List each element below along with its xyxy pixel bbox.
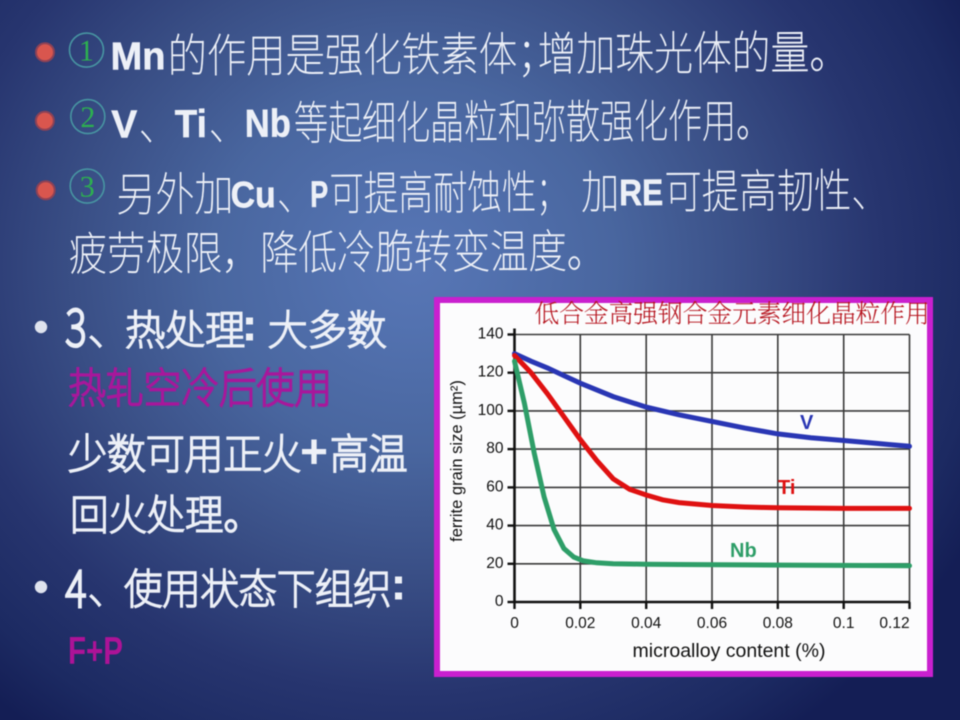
svg-text:V: V	[800, 412, 814, 434]
svg-text:60: 60	[486, 478, 504, 495]
svg-text:microalloy content (%): microalloy content (%)	[633, 640, 826, 662]
svg-text:3: 3	[80, 171, 95, 204]
svg-text:Nb: Nb	[245, 103, 291, 146]
svg-text:0.12: 0.12	[879, 615, 909, 632]
svg-text:Mn: Mn	[110, 35, 165, 78]
svg-text:0.06: 0.06	[697, 615, 727, 632]
svg-text:1: 1	[79, 35, 94, 68]
svg-text:20: 20	[486, 555, 504, 572]
svg-text:Cu: Cu	[231, 174, 276, 215]
svg-text:+: +	[300, 426, 328, 479]
svg-text:40: 40	[486, 517, 504, 534]
svg-text:RE: RE	[619, 172, 663, 213]
svg-text:ferrite grain size (µm²): ferrite grain size (µm²)	[448, 380, 466, 542]
svg-text:80: 80	[486, 440, 504, 457]
svg-text:Ti: Ti	[778, 477, 795, 499]
svg-text:100: 100	[478, 402, 504, 419]
svg-text:0.1: 0.1	[833, 615, 855, 632]
svg-text:Ti: Ti	[175, 103, 207, 146]
svg-text:0.08: 0.08	[763, 615, 793, 632]
svg-text:F+P: F+P	[68, 630, 123, 673]
svg-text:V: V	[111, 103, 137, 146]
svg-text:120: 120	[478, 364, 504, 381]
svg-text:0: 0	[495, 593, 504, 610]
svg-text:0.04: 0.04	[631, 615, 662, 632]
svg-text:0.02: 0.02	[565, 615, 595, 632]
svg-text:P: P	[310, 174, 328, 215]
svg-text:2: 2	[80, 101, 95, 134]
svg-text:Nb: Nb	[730, 540, 757, 562]
svg-text:0: 0	[510, 615, 519, 632]
svg-text:140: 140	[478, 326, 504, 343]
